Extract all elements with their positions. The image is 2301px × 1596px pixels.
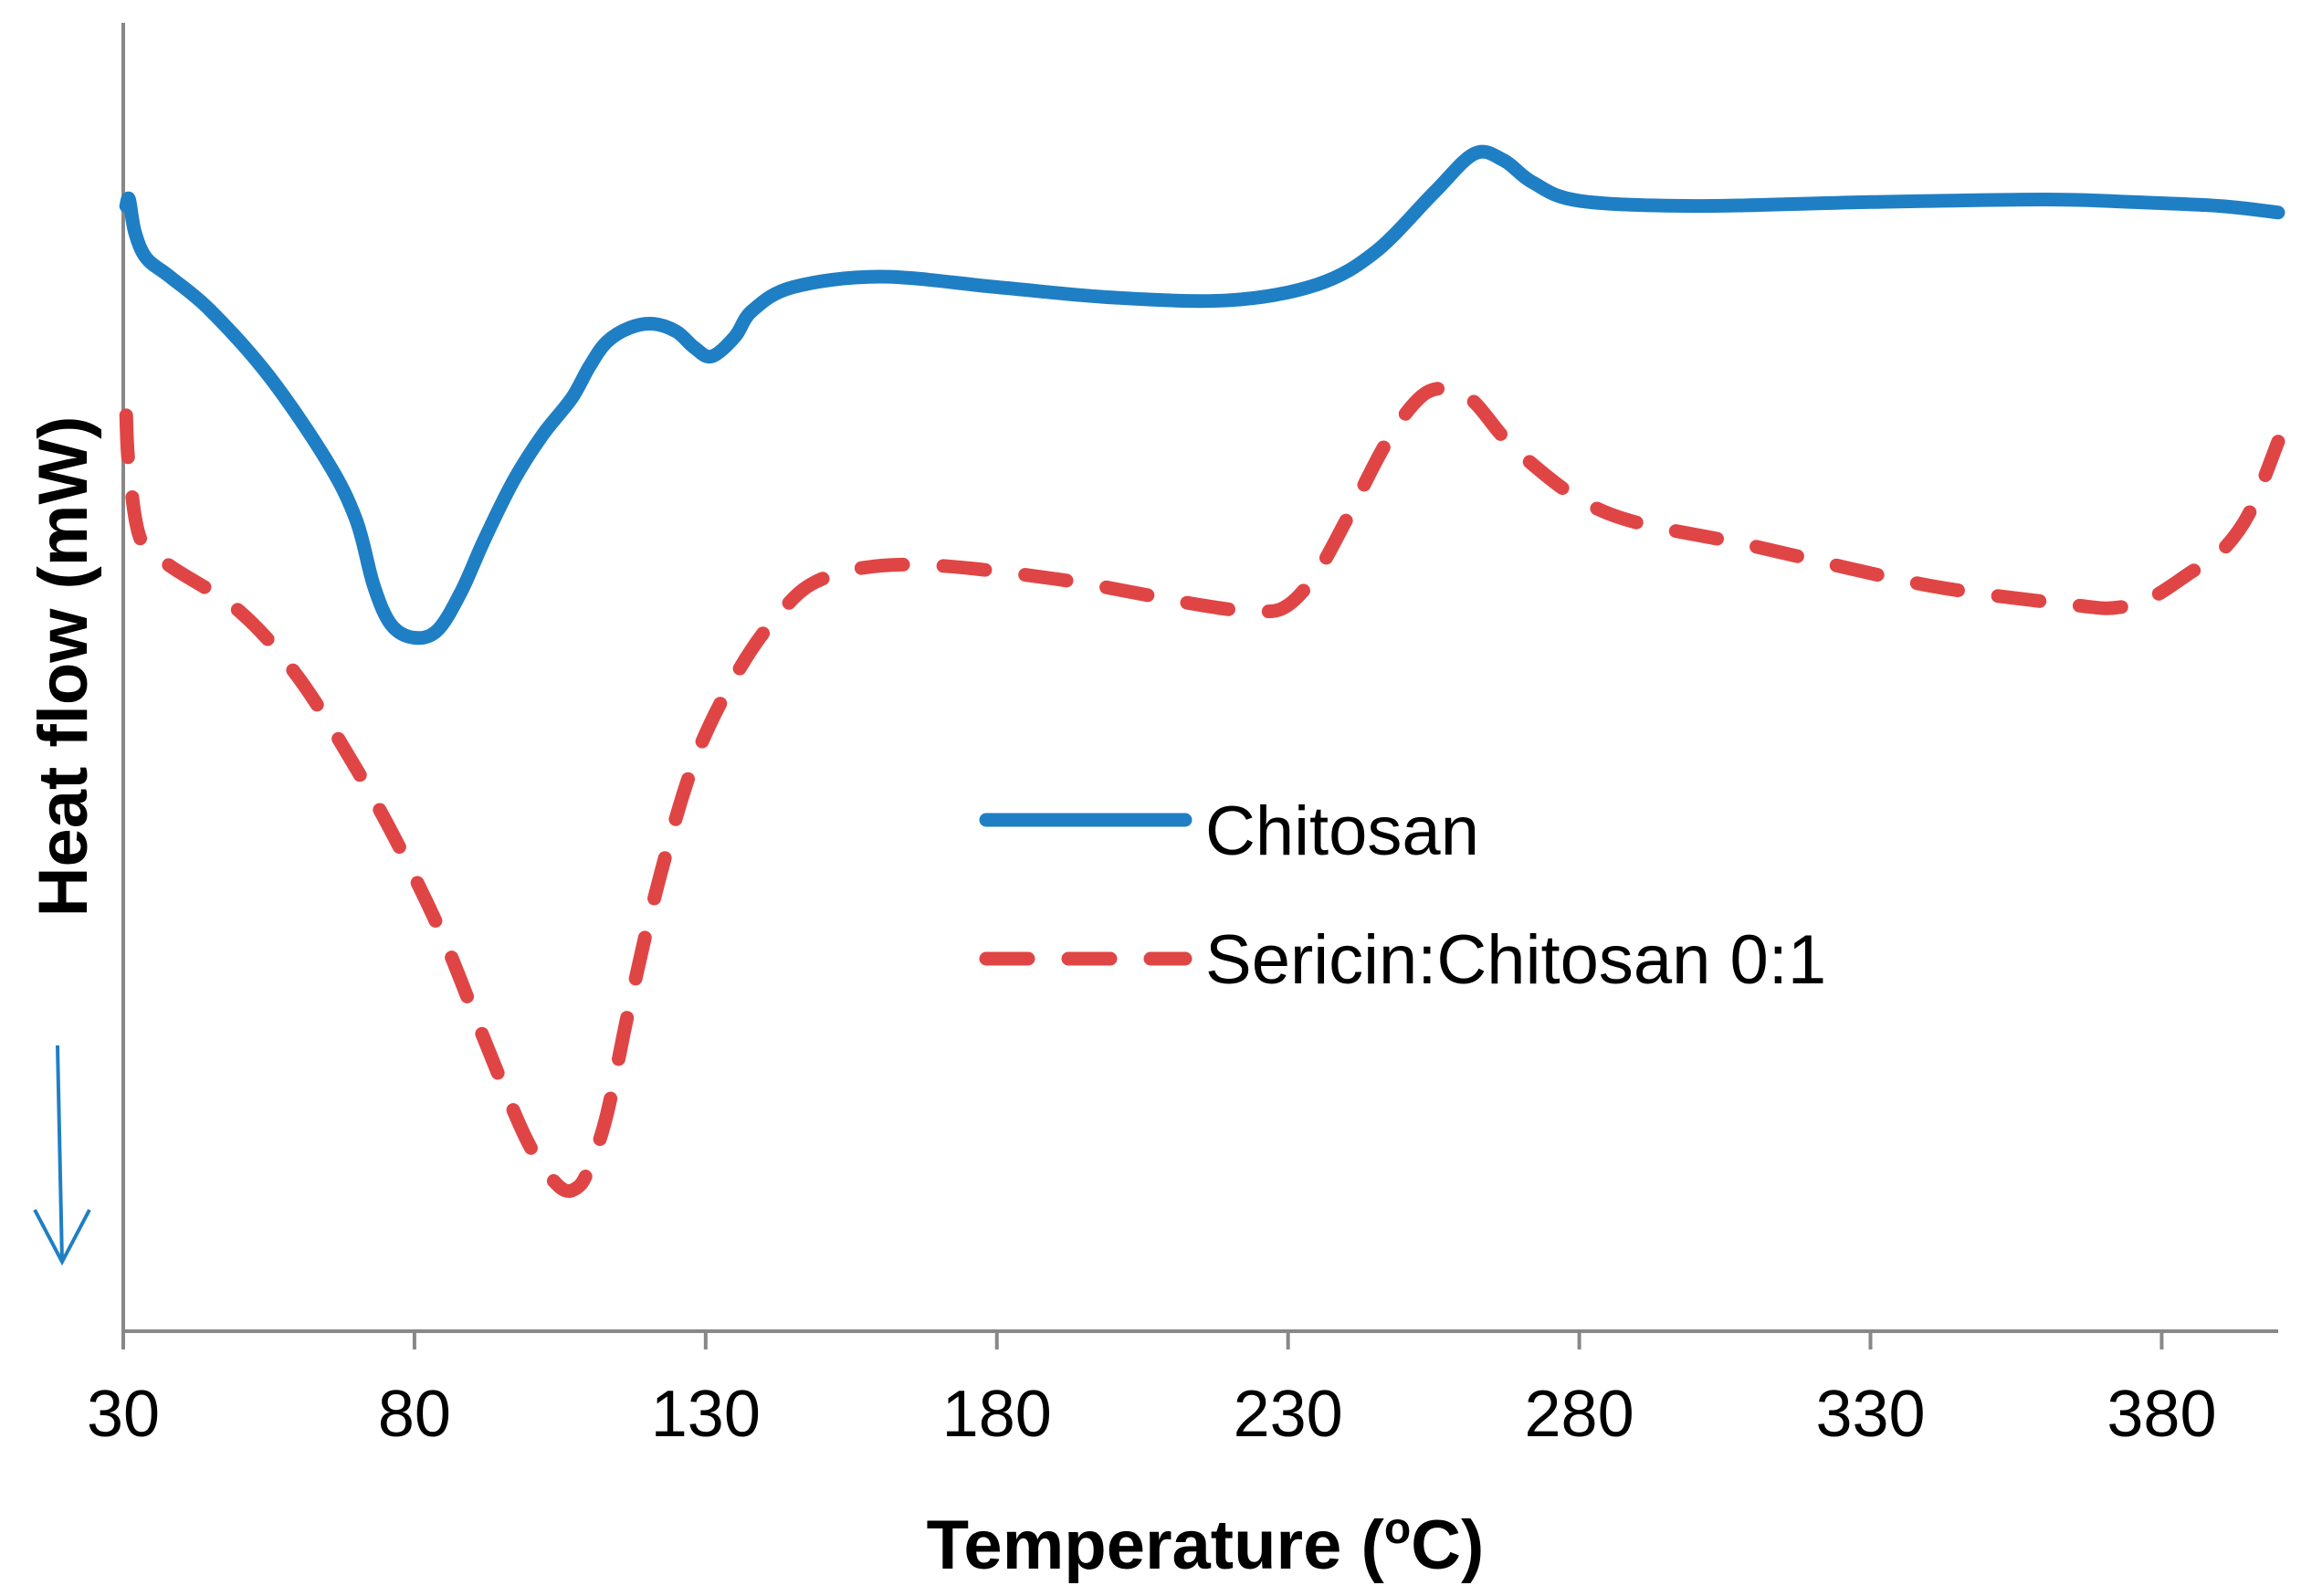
- x-tick-label-280: 280: [1525, 1378, 1634, 1451]
- x-tick-label-30: 30: [87, 1378, 160, 1451]
- x-tick-label-180: 180: [942, 1378, 1052, 1451]
- y-axis-title: Heat flow (mW): [25, 416, 102, 918]
- series-layer: [119, 144, 2285, 1198]
- x-ticks: 30 80 130 180 230 280 330 380: [87, 1331, 2217, 1451]
- x-axis-title: Temperature (oC): [927, 1505, 1485, 1584]
- legend-label-sericin-chitosan: Sericin:Chitosan 0:1: [1205, 921, 1826, 999]
- x-tick-label-130: 130: [651, 1378, 761, 1451]
- legend-label-chitosan: Chitosan: [1205, 793, 1479, 870]
- down-arrow-icon: [33, 1045, 91, 1266]
- legend: Chitosan Sericin:Chitosan 0:1: [979, 793, 1826, 999]
- x-tick-label-380: 380: [2107, 1378, 2216, 1451]
- x-tick-label-230: 230: [1234, 1378, 1343, 1451]
- x-tick-label-80: 80: [378, 1378, 451, 1451]
- x-tick-label-330: 330: [1815, 1378, 1925, 1451]
- series-line-chitosan: [119, 144, 2285, 646]
- axes: 30 80 130 180 230 280 330 380: [87, 23, 2278, 1451]
- series-line-sericin-chitosan-0-1: [119, 381, 2285, 1198]
